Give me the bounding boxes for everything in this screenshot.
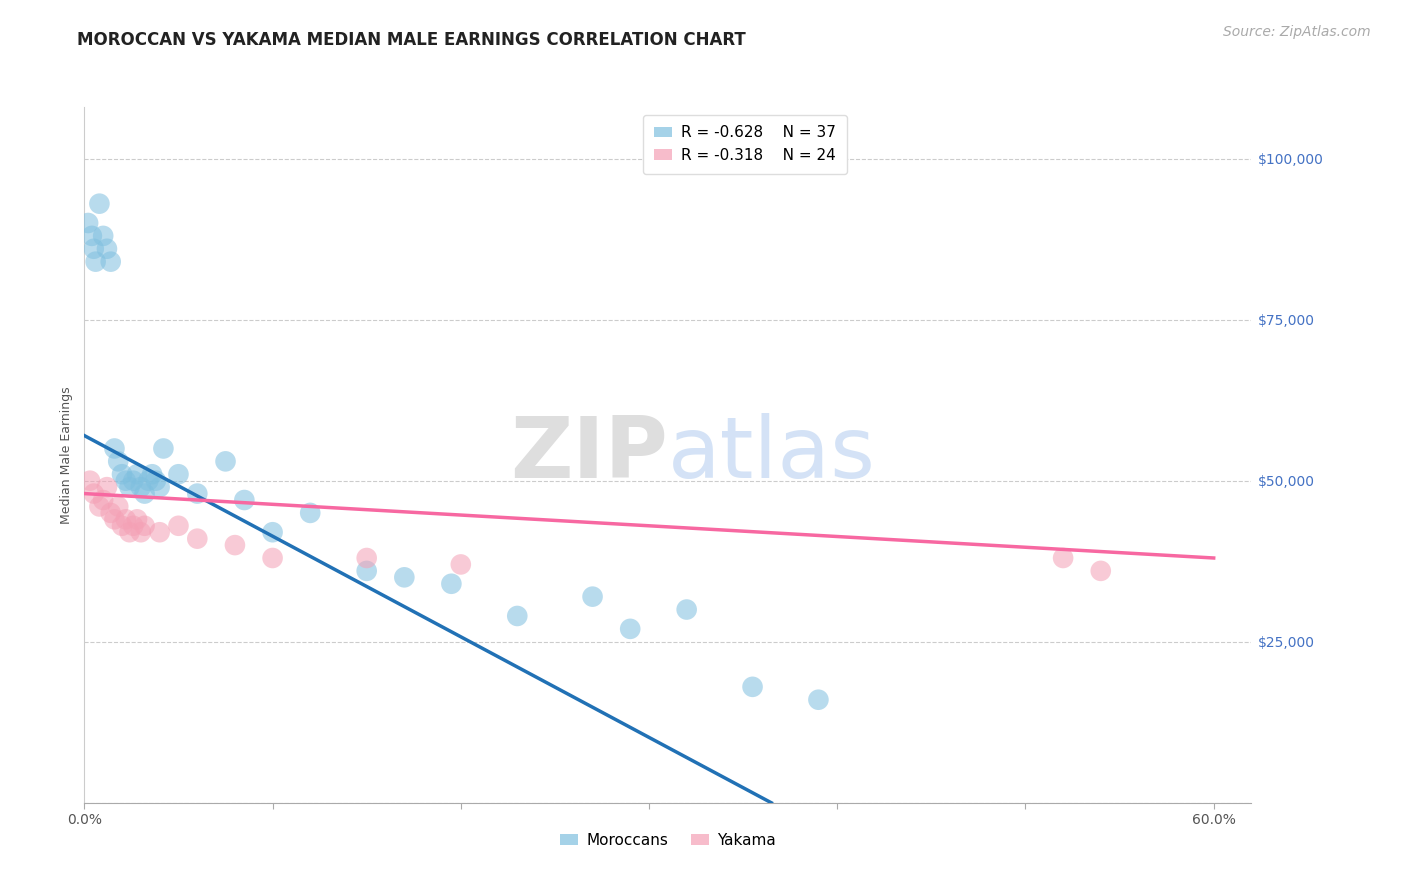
- Point: [741, 680, 763, 694]
- Point: [450, 558, 472, 572]
- Point: [134, 486, 156, 500]
- Point: [149, 480, 172, 494]
- Point: [122, 474, 145, 488]
- Point: [96, 242, 118, 256]
- Point: [807, 692, 830, 706]
- Text: ZIP: ZIP: [510, 413, 668, 497]
- Point: [84, 254, 107, 268]
- Point: [122, 518, 145, 533]
- Point: [675, 602, 697, 616]
- Point: [125, 467, 148, 482]
- Point: [118, 525, 141, 540]
- Point: [103, 512, 125, 526]
- Y-axis label: Median Male Earnings: Median Male Earnings: [59, 386, 73, 524]
- Point: [233, 493, 256, 508]
- Point: [440, 576, 463, 591]
- Point: [83, 242, 105, 256]
- Point: [89, 500, 111, 514]
- Point: [186, 486, 208, 500]
- Point: [96, 480, 118, 494]
- Point: [125, 512, 148, 526]
- Point: [100, 254, 122, 268]
- Point: [111, 467, 134, 482]
- Point: [186, 532, 208, 546]
- Point: [262, 525, 284, 540]
- Point: [129, 480, 152, 494]
- Point: [167, 518, 190, 533]
- Point: [79, 474, 101, 488]
- Point: [167, 467, 190, 482]
- Point: [1090, 564, 1112, 578]
- Point: [356, 564, 378, 578]
- Point: [107, 454, 129, 468]
- Point: [149, 525, 172, 540]
- Point: [80, 228, 103, 243]
- Point: [152, 442, 174, 456]
- Point: [619, 622, 641, 636]
- Point: [107, 500, 129, 514]
- Text: Source: ZipAtlas.com: Source: ZipAtlas.com: [1223, 25, 1371, 39]
- Point: [581, 590, 603, 604]
- Point: [394, 570, 416, 584]
- Point: [103, 442, 125, 456]
- Point: [111, 518, 134, 533]
- Point: [77, 216, 100, 230]
- Point: [91, 228, 114, 243]
- Legend: Moroccans, Yakama: Moroccans, Yakama: [554, 827, 782, 855]
- Point: [118, 480, 141, 494]
- Point: [114, 512, 136, 526]
- Point: [262, 551, 284, 566]
- Point: [100, 506, 122, 520]
- Point: [145, 474, 167, 488]
- Point: [114, 474, 136, 488]
- Point: [91, 493, 114, 508]
- Point: [89, 196, 111, 211]
- Point: [1052, 551, 1074, 566]
- Point: [356, 551, 378, 566]
- Point: [141, 467, 163, 482]
- Text: MOROCCAN VS YAKAMA MEDIAN MALE EARNINGS CORRELATION CHART: MOROCCAN VS YAKAMA MEDIAN MALE EARNINGS …: [77, 31, 747, 49]
- Point: [299, 506, 322, 520]
- Text: atlas: atlas: [668, 413, 876, 497]
- Point: [506, 609, 529, 624]
- Point: [138, 474, 160, 488]
- Point: [214, 454, 236, 468]
- Point: [83, 486, 105, 500]
- Point: [224, 538, 246, 552]
- Point: [129, 525, 152, 540]
- Point: [134, 518, 156, 533]
